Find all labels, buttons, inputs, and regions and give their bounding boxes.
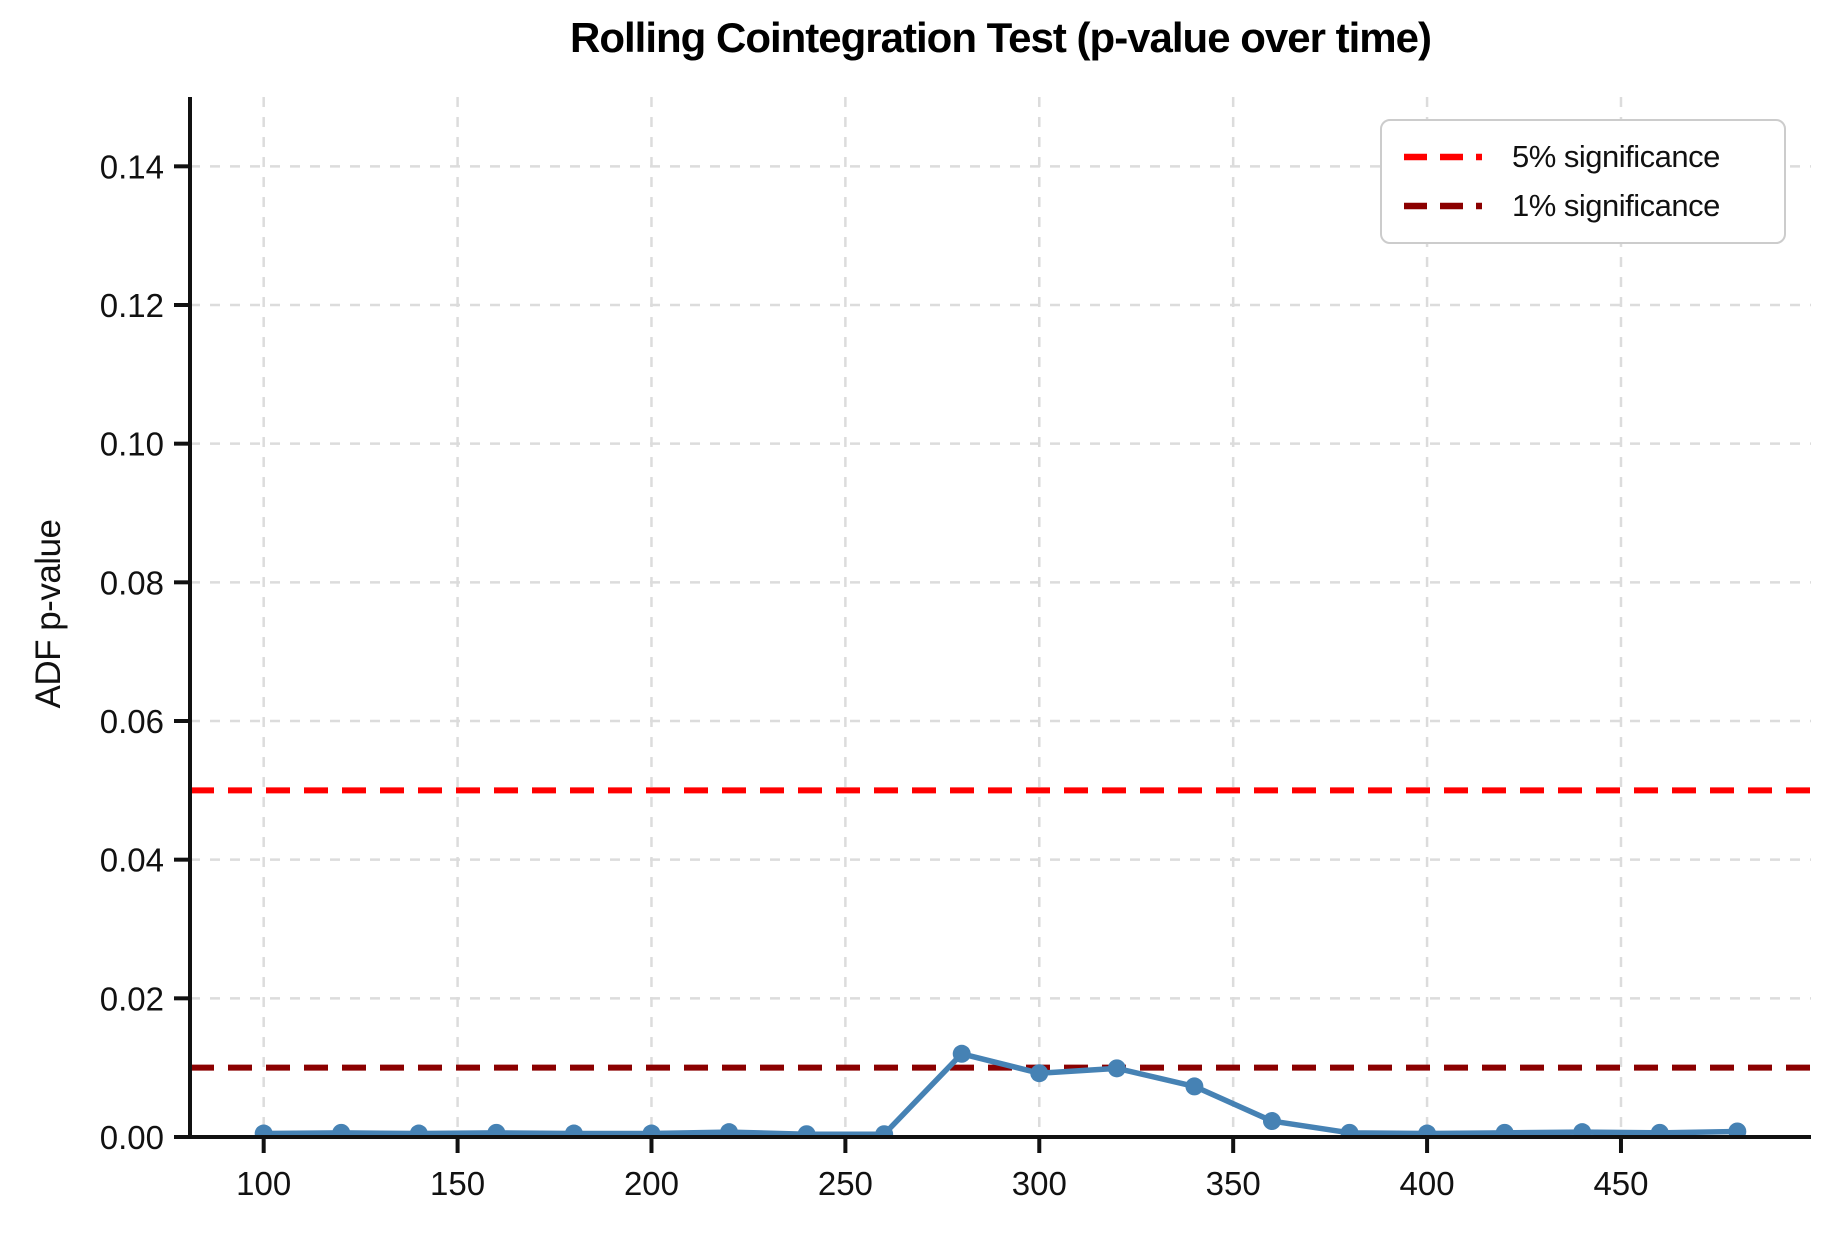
- legend-dash-sample-icon: [1404, 154, 1482, 161]
- series-line: [260, 1051, 1741, 1137]
- x-tick-label: 200: [624, 1165, 679, 1202]
- y-tick-label: 0.12: [100, 287, 164, 324]
- data-point-marker: [564, 1124, 583, 1139]
- y-tick-label: 0.02: [100, 980, 164, 1017]
- x-tick-label: 400: [1400, 1165, 1455, 1202]
- data-point-marker: [409, 1124, 428, 1139]
- y-tick-label: 0.06: [100, 703, 164, 740]
- data-point-marker: [1340, 1123, 1359, 1139]
- legend-dash-sample-icon: [1404, 202, 1482, 209]
- data-point-marker: [1650, 1123, 1669, 1139]
- x-tick-label: 300: [1012, 1165, 1067, 1202]
- legend-item-label: 1% significance: [1512, 187, 1720, 223]
- x-tick-label: 100: [236, 1165, 291, 1202]
- legend-item: 5% significance: [1402, 139, 1774, 175]
- y-tick-label: 0.14: [100, 148, 164, 185]
- data-point-marker: [952, 1044, 971, 1063]
- x-tick-label: 350: [1206, 1165, 1261, 1202]
- y-axis-label: ADF p-value: [29, 519, 68, 709]
- chart-title: Rolling Cointegration Test (p-value over…: [570, 14, 1432, 61]
- data-point-marker: [1262, 1112, 1281, 1131]
- x-tick-label: 450: [1593, 1165, 1648, 1202]
- data-point-marker: [1495, 1123, 1514, 1139]
- data-point-marker: [797, 1125, 816, 1139]
- y-tick-label: 0.08: [100, 564, 164, 601]
- series-adf-p-value: [254, 1044, 1747, 1139]
- legend: 5% significance 1% significance: [1380, 119, 1786, 244]
- data-point-marker: [332, 1123, 351, 1139]
- x-tick-label: 150: [430, 1165, 485, 1202]
- legend-item-label: 5% significance: [1512, 139, 1720, 175]
- data-point-marker: [875, 1125, 894, 1139]
- x-tick-label: 250: [818, 1165, 873, 1202]
- data-point-marker: [1728, 1122, 1747, 1139]
- data-point-marker: [1185, 1077, 1204, 1096]
- y-tick-label: 0.10: [100, 426, 164, 463]
- data-point-marker: [487, 1123, 506, 1139]
- data-point-marker: [1107, 1059, 1126, 1078]
- data-point-marker: [1030, 1064, 1049, 1083]
- legend-item: 1% significance: [1402, 188, 1774, 224]
- gridlines: [190, 97, 1811, 1137]
- y-tick-label: 0.04: [100, 842, 164, 879]
- y-tick-label: 0.00: [100, 1119, 164, 1156]
